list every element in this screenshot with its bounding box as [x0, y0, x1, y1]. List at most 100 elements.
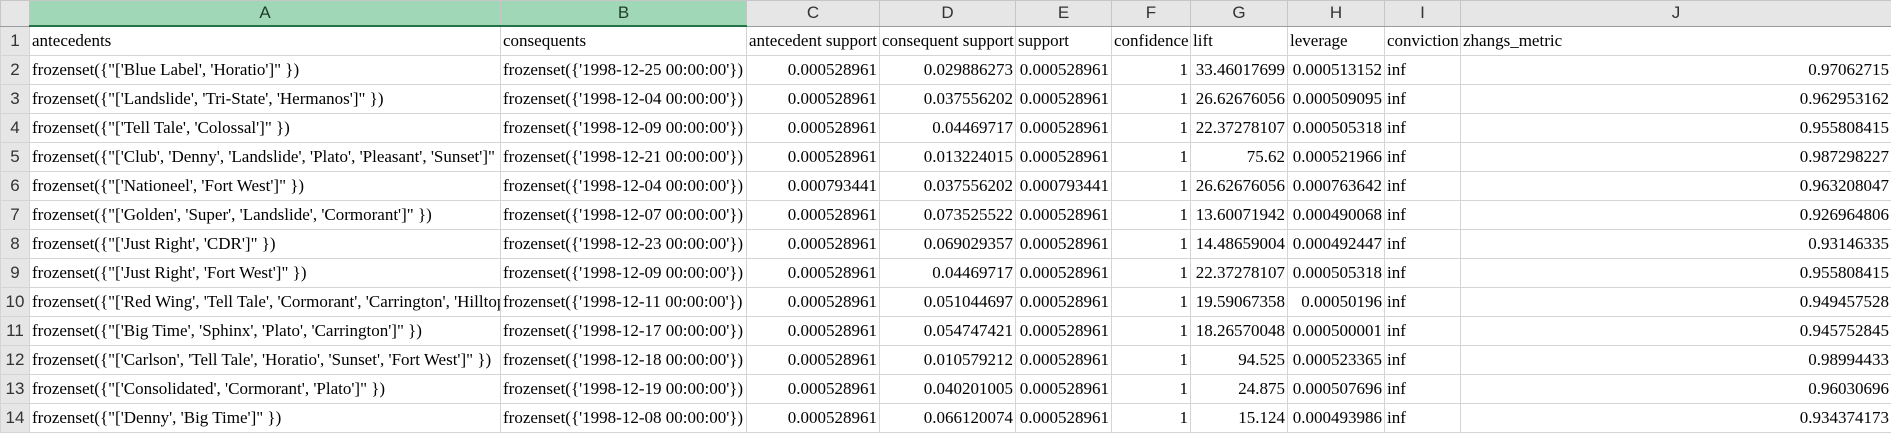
- cell-j[interactable]: 0.934374173: [1460, 403, 1891, 433]
- cell-e[interactable]: 0.000528961: [1015, 113, 1112, 143]
- cell-e[interactable]: support: [1015, 25, 1112, 56]
- cell-g[interactable]: 75.62: [1190, 142, 1288, 172]
- cell-i[interactable]: inf: [1384, 171, 1461, 201]
- column-header-a[interactable]: A: [29, 0, 501, 27]
- cell-h[interactable]: 0.000505318: [1287, 113, 1385, 143]
- cell-e[interactable]: 0.000528961: [1015, 403, 1112, 433]
- row-header[interactable]: 11: [0, 316, 30, 346]
- cell-e[interactable]: 0.000528961: [1015, 345, 1112, 375]
- cell-c[interactable]: antecedent support: [746, 25, 880, 56]
- select-all-corner[interactable]: [0, 0, 30, 27]
- cell-g[interactable]: 22.37278107: [1190, 113, 1288, 143]
- cell-b[interactable]: frozenset({'1998-12-04 00:00:00'}): [500, 84, 747, 114]
- cell-j[interactable]: 0.955808415: [1460, 113, 1891, 143]
- cell-j[interactable]: 0.955808415: [1460, 258, 1891, 288]
- cell-b[interactable]: consequents: [500, 25, 747, 56]
- cell-h[interactable]: 0.000493986: [1287, 403, 1385, 433]
- cell-g[interactable]: 13.60071942: [1190, 200, 1288, 230]
- cell-f[interactable]: 1: [1111, 345, 1191, 375]
- cell-g[interactable]: 26.62676056: [1190, 84, 1288, 114]
- cell-e[interactable]: 0.000793441: [1015, 171, 1112, 201]
- cell-j[interactable]: 0.987298227: [1460, 142, 1891, 172]
- cell-e[interactable]: 0.000528961: [1015, 316, 1112, 346]
- cell-e[interactable]: 0.000528961: [1015, 374, 1112, 404]
- cell-a[interactable]: frozenset({"['Golden', 'Super', 'Landsli…: [29, 200, 501, 230]
- cell-f[interactable]: 1: [1111, 55, 1191, 85]
- cell-h[interactable]: 0.000505318: [1287, 258, 1385, 288]
- cell-a[interactable]: frozenset({"['Landslide', 'Tri-State', '…: [29, 84, 501, 114]
- cell-d[interactable]: 0.013224015: [879, 142, 1016, 172]
- cell-i[interactable]: inf: [1384, 55, 1461, 85]
- cell-d[interactable]: 0.029886273: [879, 55, 1016, 85]
- cell-i[interactable]: inf: [1384, 345, 1461, 375]
- row-header[interactable]: 14: [0, 403, 30, 433]
- cell-j[interactable]: 0.97062715: [1460, 55, 1891, 85]
- cell-a[interactable]: antecedents: [29, 25, 501, 56]
- row-header[interactable]: 7: [0, 200, 30, 230]
- cell-f[interactable]: 1: [1111, 316, 1191, 346]
- cell-c[interactable]: 0.000528961: [746, 84, 880, 114]
- cell-j[interactable]: 0.949457528: [1460, 287, 1891, 317]
- cell-a[interactable]: frozenset({"['Big Time', 'Sphinx', 'Plat…: [29, 316, 501, 346]
- cell-h[interactable]: 0.000509095: [1287, 84, 1385, 114]
- cell-h[interactable]: 0.000507696: [1287, 374, 1385, 404]
- cell-f[interactable]: 1: [1111, 287, 1191, 317]
- cell-b[interactable]: frozenset({'1998-12-25 00:00:00'}): [500, 55, 747, 85]
- cell-d[interactable]: 0.010579212: [879, 345, 1016, 375]
- column-header-e[interactable]: E: [1015, 0, 1112, 27]
- cell-b[interactable]: frozenset({'1998-12-17 00:00:00'}): [500, 316, 747, 346]
- cell-d[interactable]: 0.04469717: [879, 258, 1016, 288]
- cell-g[interactable]: 24.875: [1190, 374, 1288, 404]
- cell-c[interactable]: 0.000528961: [746, 345, 880, 375]
- cell-g[interactable]: 18.26570048: [1190, 316, 1288, 346]
- cell-f[interactable]: 1: [1111, 258, 1191, 288]
- cell-e[interactable]: 0.000528961: [1015, 229, 1112, 259]
- cell-d[interactable]: 0.04469717: [879, 113, 1016, 143]
- cell-a[interactable]: frozenset({"['Just Right', 'CDR']" }): [29, 229, 501, 259]
- cell-a[interactable]: frozenset({"['Blue Label', 'Horatio']" }…: [29, 55, 501, 85]
- cell-h[interactable]: 0.000492447: [1287, 229, 1385, 259]
- column-header-h[interactable]: H: [1287, 0, 1385, 27]
- cell-c[interactable]: 0.000528961: [746, 142, 880, 172]
- row-header[interactable]: 6: [0, 171, 30, 201]
- cell-d[interactable]: 0.037556202: [879, 84, 1016, 114]
- cell-i[interactable]: inf: [1384, 229, 1461, 259]
- column-header-g[interactable]: G: [1190, 0, 1288, 27]
- cell-g[interactable]: 33.46017699: [1190, 55, 1288, 85]
- cell-e[interactable]: 0.000528961: [1015, 287, 1112, 317]
- column-header-f[interactable]: F: [1111, 0, 1191, 27]
- cell-b[interactable]: frozenset({'1998-12-07 00:00:00'}): [500, 200, 747, 230]
- cell-f[interactable]: confidence: [1111, 25, 1191, 56]
- cell-g[interactable]: lift: [1190, 25, 1288, 56]
- cell-h[interactable]: 0.000490068: [1287, 200, 1385, 230]
- cell-a[interactable]: frozenset({"['Nationeel', 'Fort West']" …: [29, 171, 501, 201]
- cell-g[interactable]: 94.525: [1190, 345, 1288, 375]
- cell-h[interactable]: 0.000500001: [1287, 316, 1385, 346]
- cell-e[interactable]: 0.000528961: [1015, 84, 1112, 114]
- cell-b[interactable]: frozenset({'1998-12-11 00:00:00'}): [500, 287, 747, 317]
- cell-d[interactable]: 0.073525522: [879, 200, 1016, 230]
- cell-i[interactable]: conviction: [1384, 25, 1461, 56]
- cell-a[interactable]: frozenset({"['Just Right', 'Fort West']"…: [29, 258, 501, 288]
- cell-f[interactable]: 1: [1111, 84, 1191, 114]
- cell-b[interactable]: frozenset({'1998-12-18 00:00:00'}): [500, 345, 747, 375]
- cell-a[interactable]: frozenset({"['Denny', 'Big Time']" }): [29, 403, 501, 433]
- cell-c[interactable]: 0.000528961: [746, 403, 880, 433]
- cell-h[interactable]: 0.000521966: [1287, 142, 1385, 172]
- cell-e[interactable]: 0.000528961: [1015, 142, 1112, 172]
- cell-e[interactable]: 0.000528961: [1015, 200, 1112, 230]
- cell-f[interactable]: 1: [1111, 374, 1191, 404]
- cell-j[interactable]: 0.98994433: [1460, 345, 1891, 375]
- cell-c[interactable]: 0.000528961: [746, 316, 880, 346]
- cell-e[interactable]: 0.000528961: [1015, 55, 1112, 85]
- column-header-c[interactable]: C: [746, 0, 880, 27]
- cell-g[interactable]: 15.124: [1190, 403, 1288, 433]
- cell-c[interactable]: 0.000528961: [746, 113, 880, 143]
- cell-b[interactable]: frozenset({'1998-12-08 00:00:00'}): [500, 403, 747, 433]
- cell-j[interactable]: 0.963208047: [1460, 171, 1891, 201]
- cell-j[interactable]: 0.93146335: [1460, 229, 1891, 259]
- cell-d[interactable]: consequent support: [879, 25, 1016, 56]
- cell-i[interactable]: inf: [1384, 113, 1461, 143]
- column-header-b[interactable]: B: [500, 0, 747, 27]
- row-header[interactable]: 2: [0, 55, 30, 85]
